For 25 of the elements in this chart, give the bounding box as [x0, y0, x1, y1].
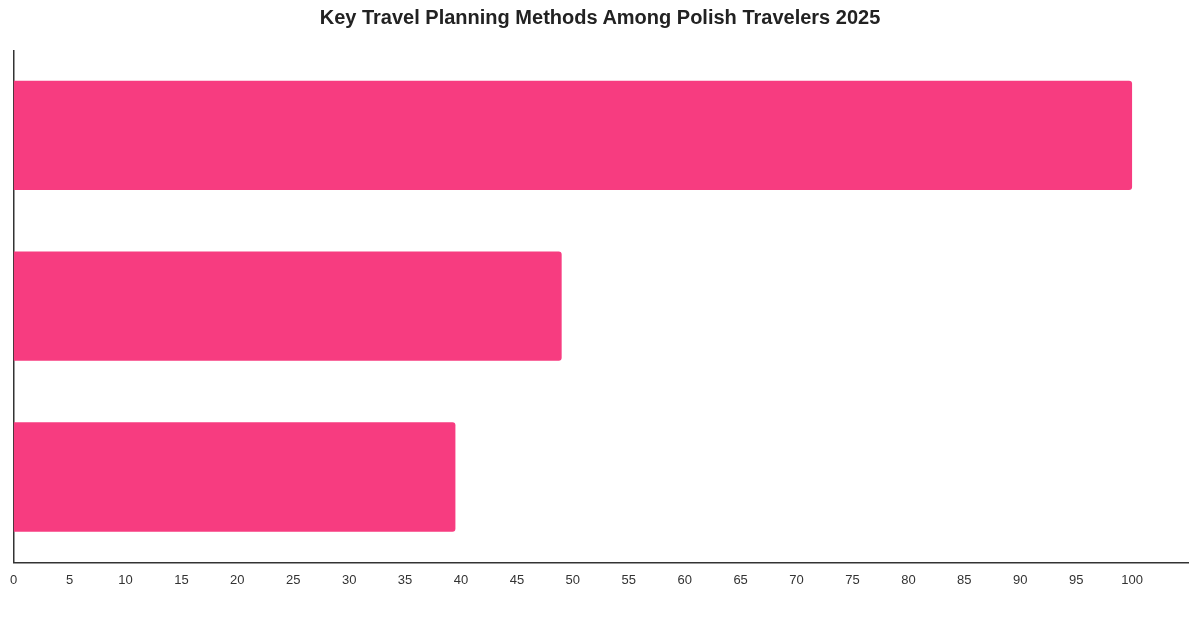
- x-tick-label: 40: [453, 571, 469, 587]
- chart-title: Key Travel Planning Methods Among Polish Travelers 2025: [318, 6, 882, 29]
- x-tick-label: 55: [621, 571, 636, 587]
- x-tick-label: 75: [845, 571, 860, 587]
- x-tick-label: 70: [789, 571, 804, 587]
- bar: [13, 422, 456, 532]
- x-tick-label: 100: [1121, 571, 1143, 587]
- bar: [13, 80, 1133, 191]
- x-tick-label: 20: [230, 571, 245, 587]
- x-tick-label: 90: [1013, 571, 1028, 587]
- x-tick-label: 35: [397, 571, 413, 587]
- x-tick-label: 5: [65, 571, 74, 587]
- x-tick-label: 25: [286, 571, 301, 587]
- x-tick-label: 85: [957, 571, 972, 587]
- x-tick-label: 80: [901, 571, 916, 587]
- x-tick-label: 0: [10, 571, 18, 587]
- x-tick-label: 65: [733, 571, 748, 587]
- x-tick-label: 10: [118, 571, 133, 587]
- x-tick-label: 60: [677, 571, 692, 587]
- bar: [13, 251, 562, 361]
- x-tick-label: 95: [1068, 571, 1084, 587]
- x-tick-label: 50: [565, 571, 581, 587]
- x-tick-label: 45: [509, 571, 525, 587]
- x-tick-label: 15: [174, 571, 189, 587]
- x-tick-label: 30: [341, 571, 357, 587]
